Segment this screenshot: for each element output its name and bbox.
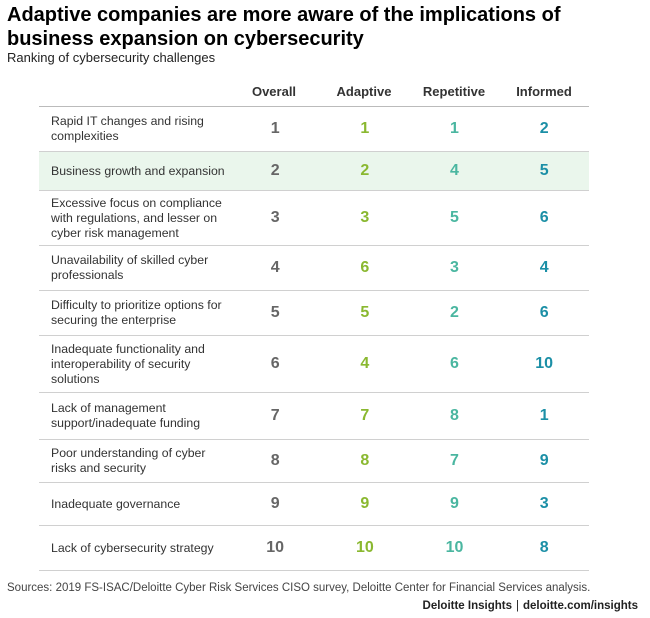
table-row: Inadequate governance 9 9 9 3 [39,483,589,526]
rank-repetitive: 10 [445,539,464,556]
rank-repetitive: 1 [450,120,459,137]
header-overall: Overall [251,83,297,99]
challenge-label: Lack of cybersecurity strategy [51,540,214,555]
chart-subtitle: Ranking of cybersecurity challenges [7,50,216,65]
challenge-label: Excessive focus on compliance with regul… [51,195,222,240]
rank-repetitive: 4 [450,162,459,179]
rank-overall: 6 [270,355,280,372]
rank-informed: 4 [539,259,549,276]
rank-repetitive: 3 [450,259,459,276]
rank-adaptive: 7 [360,407,370,424]
challenge-label: Business growth and expansion [51,163,225,178]
rank-informed: 5 [539,162,549,179]
rank-adaptive: 8 [360,452,370,469]
rank-adaptive: 10 [355,539,374,556]
table-row: Lack of management support/inadequate fu… [39,393,589,440]
rank-repetitive: 8 [450,407,459,424]
rank-adaptive: 6 [360,259,370,276]
rank-repetitive: 5 [450,209,459,226]
challenge-label: Difficulty to prioritize options for sec… [51,298,222,327]
challenge-label: Lack of management support/inadequate fu… [51,401,201,430]
challenge-label: Inadequate functionality and interoperab… [51,341,205,386]
challenge-label: Inadequate governance [51,496,181,511]
rank-informed: 2 [539,120,549,137]
challenge-label: Rapid IT changes and rising complexities [51,114,204,143]
rank-repetitive: 6 [450,355,459,372]
rank-adaptive: 2 [360,162,370,179]
rank-adaptive: 5 [360,304,370,321]
rank-overall: 3 [270,209,280,226]
brand-footer: Deloitte Insights | deloitte.com/insights [423,600,638,612]
rank-adaptive: 4 [360,355,370,372]
table-row: Difficulty to prioritize options for sec… [39,291,589,336]
rank-informed: 10 [535,355,554,372]
table-row: Unavailability of skilled cyber professi… [39,246,589,291]
rank-informed: 9 [539,452,549,469]
table-row: Lack of cybersecurity strategy 10 10 10 8 [39,526,589,571]
ranking-table: Overall Adaptive Repetitive Informed Rap… [39,80,589,571]
rank-informed: 8 [539,539,549,556]
rank-overall: 10 [266,539,285,556]
header-repetitive: Repetitive [422,83,486,99]
brand-separator: | [515,600,519,612]
rank-overall: 4 [270,259,280,276]
rank-overall: 9 [270,495,280,512]
rank-overall: 5 [270,304,280,321]
rank-repetitive: 2 [450,304,459,321]
table-row: Poor understanding of cyber risks and se… [39,440,589,483]
table-body: Rapid IT changes and rising complexities… [39,106,589,571]
table-row: Excessive focus on compliance with regul… [39,191,589,246]
table-header: Overall Adaptive Repetitive Informed [39,80,589,102]
rank-overall: 1 [270,120,280,137]
table-row: Rapid IT changes and rising complexities… [39,107,589,152]
brand-name: Deloitte Insights [422,600,512,612]
header-informed: Informed [516,83,572,99]
challenge-label: Unavailability of skilled cyber professi… [51,253,209,282]
challenge-label: Poor understanding of cyber risks and se… [51,446,206,475]
rank-overall: 2 [270,162,280,179]
table-row: Business growth and expansion 2 2 4 5 [39,152,589,191]
rank-adaptive: 1 [360,120,370,137]
source-note: Sources: 2019 FS-ISAC/Deloitte Cyber Ris… [7,582,591,594]
rank-repetitive: 9 [450,495,459,512]
rank-repetitive: 7 [450,452,459,469]
rank-informed: 3 [539,495,549,512]
rank-informed: 1 [539,407,549,424]
brand-url: deloitte.com/insights [522,600,638,612]
rank-informed: 6 [539,304,549,321]
rank-overall: 7 [270,407,280,424]
chart-title: Adaptive companies are more aware of the… [7,4,561,50]
rank-informed: 6 [539,209,549,226]
rank-adaptive: 9 [360,495,370,512]
rank-adaptive: 3 [360,209,370,226]
rank-overall: 8 [270,452,280,469]
header-adaptive: Adaptive [336,83,392,99]
table-row: Inadequate functionality and interoperab… [39,336,589,393]
